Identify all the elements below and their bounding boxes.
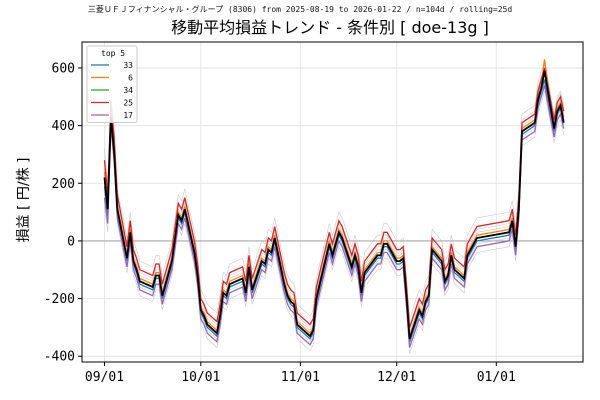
x-tick-label-0: 09/01 bbox=[85, 370, 124, 385]
legend-label-34: 34 bbox=[123, 86, 133, 95]
series-line-6 bbox=[103, 59, 565, 337]
background-line-0 bbox=[104, 70, 564, 334]
legend-label-17: 17 bbox=[123, 111, 133, 120]
x-tick-label-3: 12/01 bbox=[377, 370, 416, 385]
chart-subtitle: 三菱ＵＦＪフィナンシャル・グループ (8306) from 2025-08-19… bbox=[88, 4, 513, 14]
y-tick-label-0: -400 bbox=[44, 350, 75, 365]
mean-line bbox=[103, 70, 565, 340]
y-tick-label-5: 600 bbox=[52, 61, 75, 76]
y-tick-label-3: 200 bbox=[52, 177, 75, 192]
y-tick-label-1: -200 bbox=[44, 292, 75, 307]
background-line-3 bbox=[104, 82, 564, 345]
series-line-25 bbox=[103, 67, 565, 328]
mean-line-group bbox=[103, 70, 565, 340]
legend-label-6: 6 bbox=[128, 74, 133, 83]
background-line-1 bbox=[104, 61, 564, 319]
background-line-4 bbox=[104, 73, 564, 331]
legend-label-25: 25 bbox=[123, 99, 133, 108]
x-tick-label-4: 01/01 bbox=[477, 370, 516, 385]
plot-frame bbox=[81, 41, 584, 363]
x-tick-label-1: 10/01 bbox=[181, 370, 220, 385]
legend-title: top 5 bbox=[101, 49, 125, 58]
series-lines bbox=[103, 59, 565, 348]
axes bbox=[81, 41, 584, 363]
y-tick-label-4: 400 bbox=[52, 119, 75, 134]
legend: top 5 33 6 34 25 17 bbox=[86, 45, 138, 123]
background-line-2 bbox=[104, 90, 564, 354]
series-line-17 bbox=[103, 85, 565, 348]
chart-title: 移動平均損益トレンド - 条件別 [ doe-13g ] bbox=[171, 18, 489, 37]
ticks: 09/01 10/01 11/01 12/01 01/01 -400 -200 0 200 400… bbox=[44, 61, 516, 385]
series-line-33 bbox=[103, 79, 565, 343]
background-lines bbox=[104, 61, 564, 354]
y-axis-label: 損益 [ 円/株 ] bbox=[16, 158, 32, 243]
x-tick-label-2: 11/01 bbox=[281, 370, 320, 385]
grid bbox=[82, 42, 583, 362]
legend-label-33: 33 bbox=[123, 61, 133, 70]
y-tick-label-2: 0 bbox=[67, 234, 75, 249]
